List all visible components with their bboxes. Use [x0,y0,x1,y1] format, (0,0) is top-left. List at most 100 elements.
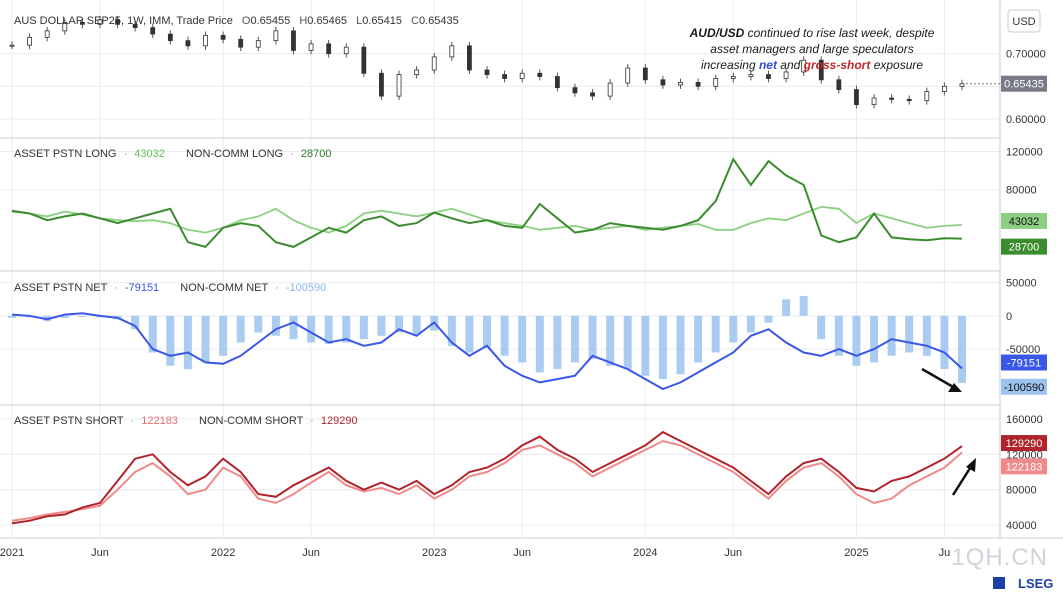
candle-body [326,43,332,55]
y-tick-label: -50000 [1006,344,1040,356]
candle-body [185,40,191,47]
lseg-logo-mark [993,577,1005,589]
noncomm-net-bar [201,315,210,363]
candle-body [502,74,507,79]
y-tick-label: 40000 [1006,520,1037,532]
candle-body [414,69,420,75]
noncomm-net-bar [535,315,544,373]
noncomm-net-bar [465,315,474,353]
candle-body [818,59,824,81]
noncomm-short-line [11,430,963,525]
candle-body [678,82,683,86]
noncomm-net-bar [412,315,421,335]
noncomm-net-bar [570,315,579,363]
legend-noncomm-long-name: NON-COMM LONG [186,148,283,160]
last-value-badge-text: 28700 [1009,242,1040,254]
noncomm-net-bar [8,315,16,318]
noncomm-net-bar [342,315,351,343]
legend-noncomm-net-value: -100590 [286,282,326,294]
candle-body [379,72,384,97]
x-tick-label: 2021 [0,547,24,559]
noncomm-net-bar [694,315,703,363]
y-tick-label: 80000 [1006,185,1037,197]
candle-body [150,27,156,35]
noncomm-net-bar [958,315,966,383]
noncomm-net-bar [271,315,280,336]
price-h-value: 0.65465 [307,15,347,27]
noncomm-net-bar [940,315,949,370]
legend-noncomm-net-name: NON-COMM NET [180,282,268,294]
candle-body [132,23,138,28]
candle-body [308,43,314,51]
x-tick-label: Jun [513,547,531,559]
x-tick-label: 2023 [422,547,446,559]
y-tick-label: 80000 [1006,485,1037,497]
noncomm-net-bar [746,315,755,333]
down-arrow [921,367,962,392]
noncomm-net-bar [518,315,527,363]
y-tick-label: 0.60000 [1006,114,1046,126]
currency-badge[interactable] [1007,9,1041,33]
noncomm-net-bar [324,315,333,344]
lseg-wordmark: LSEG [1018,576,1053,591]
candle-body [167,33,173,42]
candle-body [748,74,754,77]
candle-body [79,21,85,25]
candle-body [713,78,719,87]
candle-body [942,85,947,92]
noncomm-net-bar [623,315,632,370]
candle-body [836,79,842,90]
price-title-text: AUS DOLLAR SEP25, 1W, IMM, Trade Price [14,15,233,27]
noncomm-net-bar [166,315,175,366]
noncomm-net-bar [922,315,931,356]
noncomm-net-bar [799,295,808,316]
noncomm-net-bar [307,315,316,343]
candle-body [519,72,525,79]
legend-asset-short-name: ASSET PSTN SHORT [14,415,124,427]
candle-body [467,45,472,71]
noncomm-net-bar [729,315,738,343]
price-h-label: H [299,15,307,27]
price-l-label: L [356,15,362,27]
price-o-value: 0.65455 [250,15,290,27]
noncomm-net-bar [711,315,720,353]
noncomm-net-bar [553,315,562,370]
noncomm-net-bar [359,315,368,340]
noncomm-net-bar [817,315,826,340]
candle-body [396,74,402,97]
noncomm-net-bar [236,315,245,343]
noncomm-net-bar [606,315,615,366]
candle-body [27,36,32,46]
annotation-line-1: AUD/USD continued to rise last week, des… [689,26,935,40]
noncomm-net-bar [782,299,791,316]
watermark: 1QH.CN [951,544,1048,571]
noncomm-net-bar [500,315,509,356]
candle-body [431,56,437,71]
x-tick-label: 2025 [844,547,868,559]
lseg-logo: LSEG [993,576,1053,591]
legend-asset-net-value: -79151 [125,282,159,294]
candle-body [273,30,279,42]
candle-body [537,72,543,77]
last-value-badge [1001,354,1047,371]
noncomm-net-bar [852,315,861,366]
candle-body [9,44,15,47]
last-value-badge [1001,378,1047,395]
candle-body [572,87,578,94]
last-value-badge [1001,212,1047,229]
x-tick-label: Ju [939,547,951,559]
x-tick-label: Jun [724,547,742,559]
legend-noncomm-long-value: 28700 [301,148,332,160]
candle-body [906,98,912,102]
grid-layer [0,0,1000,538]
noncomm-net-bar [289,315,298,340]
noncomm-net-bar [834,315,843,356]
candle-body [361,46,367,74]
asset-short-line [11,439,963,522]
candle-body [625,67,631,84]
noncomm-net-bar [447,315,456,346]
last-value-badge [1001,458,1047,475]
long-pane-legend: ASSET PSTN LONG · 43032 NON-COMM LONG · … [14,148,332,160]
noncomm-net-bar [78,315,87,317]
noncomm-net-bar [905,315,914,353]
